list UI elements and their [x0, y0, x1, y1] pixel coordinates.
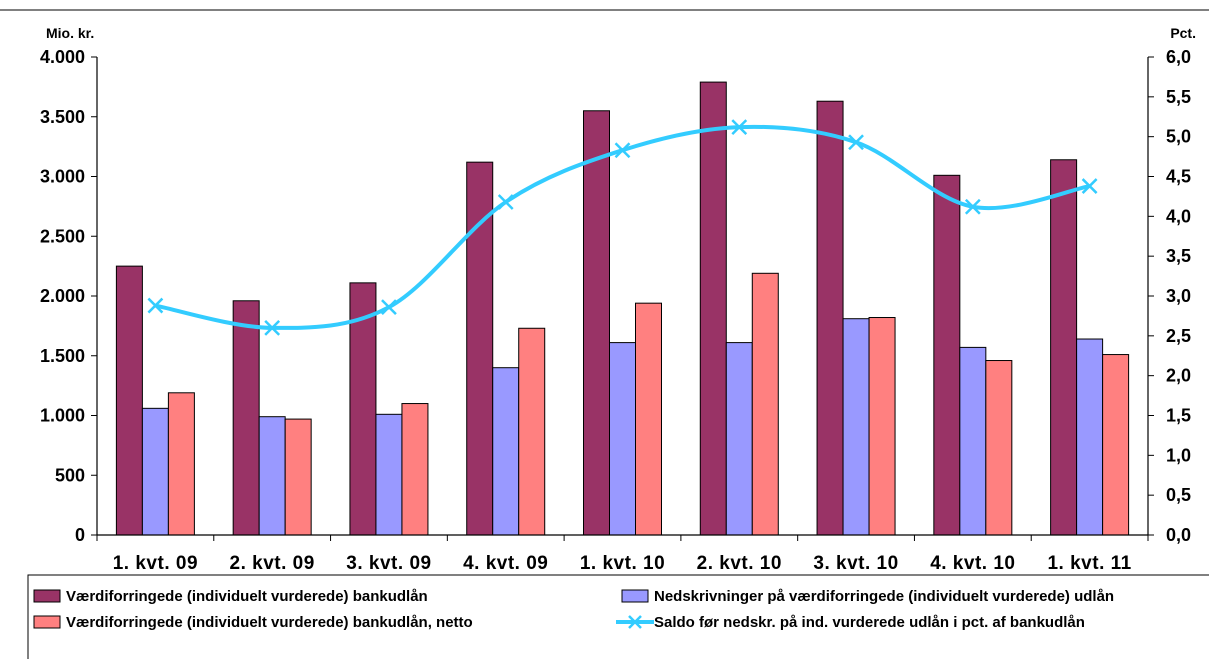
bar-series-3-5: [635, 302, 662, 536]
left-tick-label: 1.500: [40, 346, 85, 366]
line-point-7: [848, 134, 864, 151]
line-point-4: [497, 194, 514, 210]
bar-series-1-2: [232, 300, 260, 536]
legend-label-3: Værdiforringede (individuelt vurderede) …: [66, 614, 473, 631]
category-label: 3. kvt. 10: [813, 553, 898, 574]
bar-series-3-7: [868, 317, 896, 536]
bar-series: [115, 81, 1130, 536]
bar-series-1-3: [349, 282, 377, 536]
right-tick-label: 0,0: [1166, 525, 1191, 545]
bar-series-1-4: [466, 161, 494, 536]
right-tick-label: 3,0: [1166, 286, 1191, 306]
bar-series-2-1: [141, 407, 169, 536]
right-tick-label: 0,5: [1166, 485, 1191, 505]
bar-series-2-4: [492, 367, 520, 536]
bar-series-1-1: [115, 265, 143, 536]
left-tick-label: 4.000: [40, 47, 85, 67]
category-label: 4. kvt. 10: [930, 553, 1015, 574]
bar-series-3-3: [401, 403, 429, 536]
right-tick-label: 6,0: [1166, 47, 1191, 67]
legend: Værdiforringede (individuelt vurderede) …: [27, 574, 1209, 659]
bar-series-2-3: [375, 413, 403, 536]
right-axis-ticks: 0,0 0,5 1,0 1,5 2,0 2,5 3,0 3,5 4,0 4,5 5,0 5,5 6,0: [1148, 47, 1191, 545]
right-axis-unit: Pct.: [1170, 25, 1196, 41]
line-point-9: [1081, 178, 1098, 194]
left-axis-unit: Mio. kr.: [46, 25, 94, 41]
left-tick-label: 1.000: [40, 406, 85, 426]
line-point-8: [964, 198, 981, 215]
bar-series-1-9: [1050, 159, 1078, 536]
legend-marker: [628, 615, 642, 629]
right-tick-label: 5,5: [1166, 87, 1191, 107]
right-tick-label: 1,0: [1166, 445, 1191, 465]
bar-series-1-5: [583, 110, 610, 536]
line-point-6: [731, 119, 748, 135]
category-label: 4. kvt. 09: [463, 553, 548, 574]
category-label: 1. kvt. 09: [113, 553, 198, 574]
bar-series-2-8: [959, 346, 987, 536]
right-tick-label: 3,5: [1166, 246, 1191, 266]
legend-swatch-2: [621, 589, 649, 603]
left-tick-label: 3.500: [40, 107, 85, 127]
legend-box: [27, 574, 1209, 659]
category-label: 2. kvt. 09: [230, 553, 315, 574]
line-point-5: [614, 142, 631, 159]
category-label: 1. kvt. 10: [580, 553, 665, 574]
bar-series-3-6: [751, 272, 779, 536]
left-tick-label: 2.500: [40, 226, 85, 246]
right-tick-label: 1,5: [1166, 406, 1191, 426]
bar-series-1-8: [933, 174, 961, 536]
bar-series-1-7: [816, 100, 844, 536]
line-series: [147, 119, 1098, 336]
legend-label-1: Værdiforringede (individuelt vurderede) …: [66, 588, 428, 605]
legend-swatch-1: [33, 589, 61, 603]
category-label: 1. kvt. 11: [1047, 553, 1131, 574]
bar-series-2-7: [842, 318, 870, 536]
bar-series-3-9: [1102, 354, 1130, 536]
plot-axes: [96, 57, 1149, 536]
line-point-1: [147, 297, 164, 314]
category-label: 2. kvt. 10: [697, 553, 782, 574]
bar-series-2-2: [258, 416, 286, 536]
left-tick-label: 2.000: [40, 286, 85, 306]
bar-series-2-9: [1076, 338, 1104, 536]
category-labels: 1. kvt. 09 2. kvt. 09 3. kvt. 09 4. kvt. 09…: [96, 535, 1149, 574]
bar-series-3-2: [284, 418, 312, 536]
bar-series-2-6: [725, 342, 753, 536]
legend-label-4: Saldo før nedskr. på ind. vurderede udlå…: [654, 614, 1085, 631]
bar-series-2-5: [609, 342, 636, 536]
right-tick-label: 2,5: [1166, 326, 1191, 346]
line-point-2: [264, 319, 281, 336]
right-tick-label: 4,5: [1166, 167, 1191, 187]
left-axis-ticks: 0 500 1.000 1.500 2.000 2.500 3.000 3.500 4.000: [40, 47, 97, 545]
bar-series-3-1: [167, 392, 195, 536]
left-tick-label: 3.000: [40, 167, 85, 187]
legend-label-2: Nedskrivninger på værdiforringede (indiv…: [654, 588, 1114, 605]
line-point-3: [381, 299, 397, 316]
right-tick-label: 2,0: [1166, 366, 1191, 386]
legend-swatch-3: [33, 615, 61, 629]
left-tick-label: 0: [75, 525, 85, 545]
left-tick-label: 500: [55, 465, 85, 485]
category-label: 3. kvt. 09: [346, 553, 431, 574]
right-tick-label: 4,0: [1166, 206, 1191, 226]
bar-series-1-6: [699, 81, 727, 536]
bar-series-3-8: [985, 360, 1013, 536]
bar-series-3-4: [518, 327, 546, 536]
right-tick-label: 5,0: [1166, 127, 1191, 147]
